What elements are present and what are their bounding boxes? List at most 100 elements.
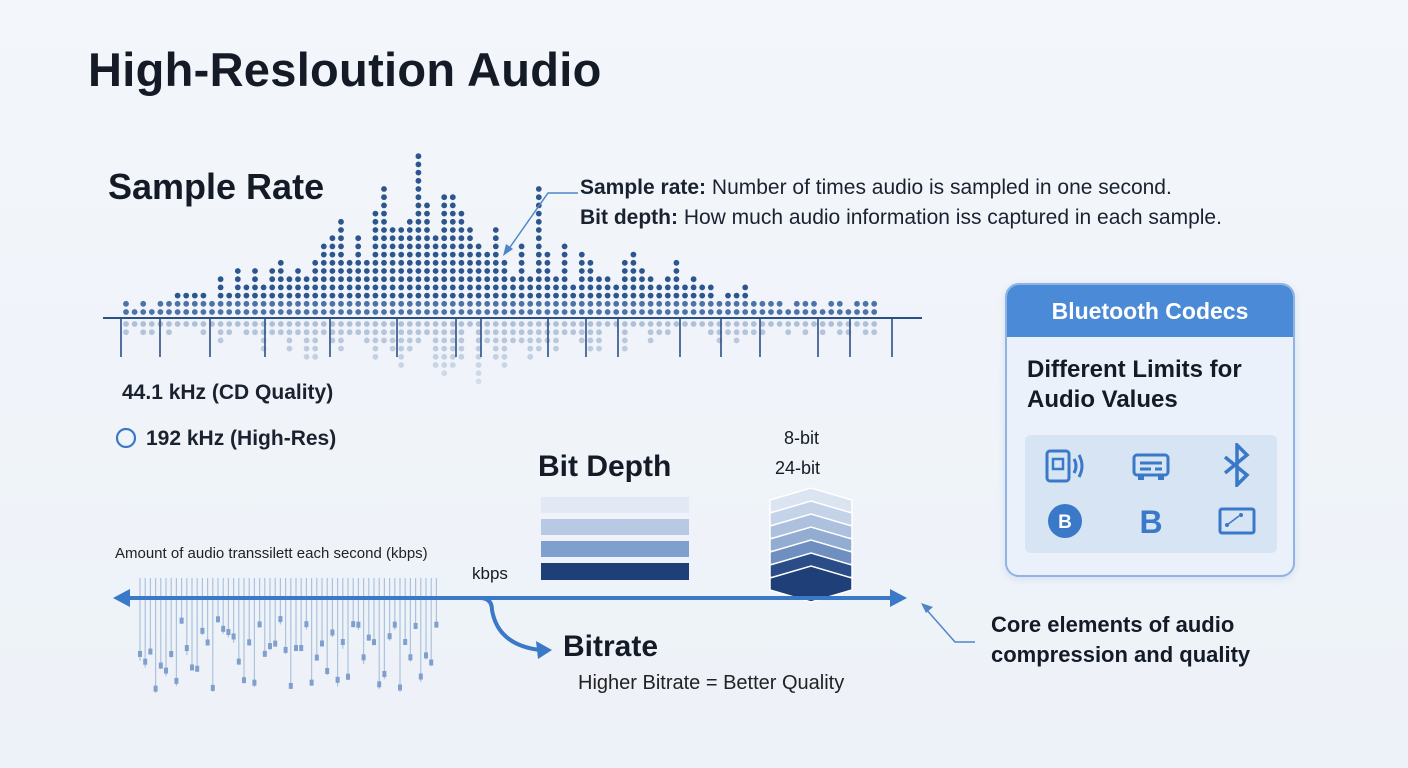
wave-dot	[363, 292, 370, 299]
wave-dot	[320, 268, 327, 274]
bitrate-marker	[138, 650, 142, 657]
wave-dot	[363, 268, 370, 274]
bit-depth-bar-3	[541, 541, 689, 557]
wave-dot	[647, 284, 654, 291]
wave-dot	[664, 321, 671, 327]
wave-dot	[406, 227, 413, 233]
wave-dot	[510, 276, 516, 283]
wave-dot	[449, 227, 456, 233]
wave-dot	[415, 337, 422, 344]
wave-dot	[862, 321, 869, 327]
wave-dot	[458, 321, 465, 327]
wave-dot	[570, 329, 577, 336]
wave-dot	[355, 235, 362, 242]
wave-dot	[458, 353, 465, 360]
bitrate-marker	[247, 639, 252, 646]
right-arrowhead	[890, 589, 907, 607]
wave-dot	[355, 309, 362, 315]
wave-dot	[449, 194, 456, 201]
wave-dot	[587, 276, 594, 283]
wave-dot	[475, 284, 482, 291]
wave-dot	[553, 309, 559, 315]
wave-dot	[553, 345, 559, 352]
wave-dot	[690, 321, 697, 327]
wave-dot	[613, 309, 620, 315]
wave-dot	[123, 300, 129, 307]
wave-dot	[277, 259, 284, 266]
wave-dot	[406, 321, 413, 327]
wave-dot	[441, 309, 448, 315]
8bit-label: 8-bit	[784, 428, 820, 448]
wave-dot	[226, 292, 233, 299]
wave-dot	[596, 337, 602, 344]
wave-dot	[441, 370, 448, 377]
wave-dot	[518, 337, 525, 344]
wave-dot	[398, 227, 405, 233]
wave-dot	[733, 321, 740, 327]
wave-dot	[191, 309, 198, 315]
bitrate-marker	[413, 622, 418, 629]
bitrate-marker	[335, 676, 340, 683]
wave-dot	[217, 309, 224, 315]
wave-dot	[492, 337, 499, 344]
wave-dot	[862, 329, 869, 336]
radio-circle-icon	[115, 427, 137, 449]
wave-dot	[372, 259, 379, 266]
wave-dot	[441, 362, 448, 368]
wave-dot	[277, 300, 284, 307]
wave-dot	[338, 259, 344, 266]
note-pointer	[924, 607, 975, 643]
wave-dot	[699, 292, 706, 299]
wave-dot	[346, 321, 353, 327]
wave-dot	[329, 292, 336, 299]
wave-dot	[174, 309, 181, 315]
wave-dot	[432, 235, 439, 242]
wave-dot	[398, 251, 405, 258]
wave-dot	[587, 321, 594, 327]
wave-dot	[424, 300, 430, 307]
wave-dot	[467, 268, 473, 274]
wave-dot	[183, 292, 190, 299]
wave-dot	[389, 276, 396, 283]
wave-dot	[372, 227, 379, 233]
wave-dot	[424, 218, 430, 225]
bitrate-marker	[314, 654, 319, 661]
wave-dot	[286, 300, 293, 307]
wave-dot	[415, 309, 422, 315]
wave-dot	[381, 235, 387, 242]
wave-dot	[544, 259, 551, 266]
wave-dot	[234, 300, 241, 307]
wave-dot	[441, 292, 448, 299]
wave-dot	[449, 300, 456, 307]
note-arrowhead	[921, 603, 933, 613]
bitrate-marker	[221, 625, 226, 632]
bitrate-marker	[320, 640, 324, 647]
wave-dot	[467, 251, 473, 258]
wave-dot	[432, 243, 439, 250]
wave-dot	[157, 309, 164, 315]
wave-dot	[346, 276, 353, 283]
wave-dot	[587, 329, 594, 336]
wave-dot	[381, 243, 387, 250]
layer-stack-icon	[769, 487, 853, 603]
wave-dot	[303, 345, 310, 352]
wave-dot	[381, 210, 387, 217]
wave-dot	[553, 292, 559, 299]
wave-dot	[372, 353, 379, 360]
wave-dot	[492, 251, 499, 258]
wave-dot	[716, 300, 723, 307]
wave-dot	[424, 243, 430, 250]
speaker-device-icon	[1045, 449, 1084, 483]
bit-depth-term: Bit depth:	[580, 206, 678, 229]
wave-dot	[406, 268, 413, 274]
wave-dot	[621, 309, 628, 315]
wave-dot	[381, 259, 387, 266]
wave-dot	[604, 321, 611, 327]
bitrate-marker	[325, 667, 330, 674]
wave-dot	[458, 345, 465, 352]
wave-dot	[398, 353, 405, 360]
wave-dot	[320, 300, 327, 307]
wave-dot	[320, 259, 327, 266]
wave-dot	[759, 309, 766, 315]
wave-dot	[381, 227, 387, 233]
